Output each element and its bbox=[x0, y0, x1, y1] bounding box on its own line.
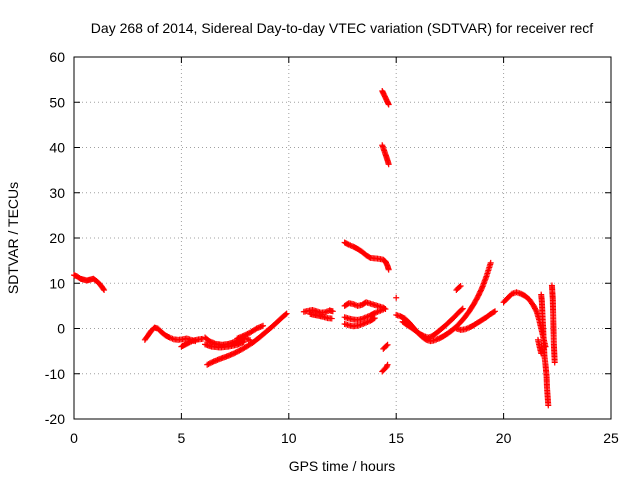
data-point bbox=[351, 301, 358, 308]
series-arc-y bbox=[548, 282, 558, 366]
y-tick-label: 30 bbox=[49, 185, 65, 201]
y-tick-label: 40 bbox=[49, 140, 65, 156]
x-tick-label: 10 bbox=[281, 430, 297, 446]
x-tick-label: 5 bbox=[178, 430, 186, 446]
data-point bbox=[240, 339, 247, 346]
data-point bbox=[323, 308, 330, 315]
data-point bbox=[384, 341, 391, 348]
series-arc-j bbox=[341, 299, 389, 313]
series-arc-k bbox=[341, 306, 387, 323]
series-arc-s bbox=[393, 259, 494, 345]
data-point bbox=[385, 101, 392, 108]
series-arc-n bbox=[379, 87, 392, 108]
data-point bbox=[101, 287, 108, 294]
data-point bbox=[457, 282, 464, 289]
data-point bbox=[545, 402, 552, 409]
y-tick-label: 20 bbox=[49, 230, 65, 246]
data-point bbox=[282, 311, 289, 318]
data-point bbox=[490, 308, 497, 315]
series-arc-g bbox=[234, 322, 267, 342]
series-arc-a bbox=[71, 272, 108, 294]
series-arc-i bbox=[307, 311, 335, 322]
series-arc-x bbox=[538, 291, 552, 409]
series-arc-z bbox=[534, 336, 545, 357]
series-arc-v bbox=[453, 308, 499, 333]
series-arc-o bbox=[379, 142, 392, 168]
data-point bbox=[380, 306, 387, 313]
x-axis-label: GPS time / hours bbox=[289, 458, 396, 474]
axis-ticks: 0 5 10 15 20 25 -20 -10 0 10 20 30 40 50 60 bbox=[45, 49, 619, 446]
y-tick-label: 10 bbox=[49, 275, 65, 291]
data-point bbox=[328, 315, 335, 322]
y-tick-label: 0 bbox=[57, 321, 65, 337]
y-tick-label: 50 bbox=[49, 94, 65, 110]
data-point bbox=[478, 286, 485, 293]
data-point bbox=[393, 294, 400, 301]
chart-title: Day 268 of 2014, Sidereal Day-to-day VTE… bbox=[91, 20, 593, 36]
series-arc-r bbox=[393, 294, 400, 301]
data-point bbox=[458, 306, 465, 313]
series-arc-q bbox=[379, 361, 391, 375]
series-arc-p bbox=[380, 341, 391, 352]
series-arc-u bbox=[453, 282, 464, 294]
series-arc-e bbox=[202, 339, 247, 351]
series-arc-m bbox=[341, 239, 392, 273]
data-point bbox=[459, 305, 466, 312]
data-point bbox=[260, 322, 267, 329]
series-arc-t bbox=[399, 305, 466, 341]
y-tick-label: -20 bbox=[45, 411, 65, 427]
data-point bbox=[371, 315, 378, 322]
data-point bbox=[456, 283, 463, 290]
x-tick-label: 25 bbox=[603, 430, 619, 446]
data-point bbox=[487, 259, 494, 266]
data-point bbox=[283, 310, 290, 317]
x-tick-label: 20 bbox=[496, 430, 512, 446]
y-axis-label: SDTVAR / TECUs bbox=[5, 182, 21, 294]
data-point bbox=[329, 308, 336, 315]
y-tick-label: -10 bbox=[45, 366, 65, 382]
data-point bbox=[370, 315, 377, 322]
y-tick-label: 60 bbox=[49, 49, 65, 65]
data-point bbox=[492, 308, 499, 315]
x-tick-label: 0 bbox=[70, 430, 78, 446]
data-point bbox=[538, 350, 545, 357]
data-point bbox=[384, 361, 391, 368]
data-point bbox=[385, 161, 392, 168]
series-arc-c bbox=[178, 335, 206, 350]
series-arc-l bbox=[341, 315, 378, 330]
data-point bbox=[383, 342, 390, 349]
data-point bbox=[551, 359, 558, 366]
data-series bbox=[71, 87, 558, 409]
series-arc-f bbox=[204, 310, 290, 368]
data-point bbox=[385, 266, 392, 273]
grid-lines bbox=[74, 57, 611, 419]
data-point bbox=[533, 307, 540, 314]
x-tick-label: 15 bbox=[388, 430, 404, 446]
data-point bbox=[100, 285, 107, 292]
